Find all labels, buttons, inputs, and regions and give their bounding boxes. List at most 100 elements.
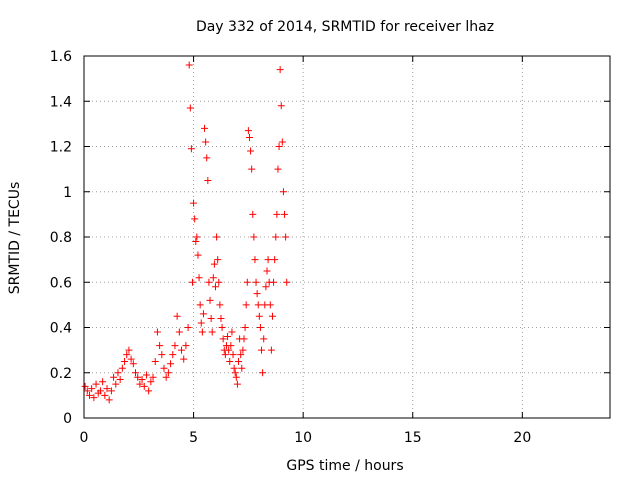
data-point <box>205 278 213 286</box>
x-tick-label: 0 <box>80 430 89 446</box>
data-point <box>193 233 201 241</box>
data-point <box>103 385 111 393</box>
data-point <box>219 335 227 343</box>
data-point <box>167 360 175 368</box>
data-point <box>212 283 219 291</box>
data-point <box>149 373 157 381</box>
data-point <box>276 66 284 74</box>
data-point <box>235 357 243 365</box>
x-axis-label: GPS time / hours <box>286 458 403 474</box>
data-point <box>101 391 109 399</box>
data-point <box>197 319 205 327</box>
data-point <box>121 357 129 365</box>
data-point <box>260 335 268 343</box>
data-point <box>275 143 283 150</box>
y-tick-label: 1 <box>63 185 72 201</box>
data-point <box>249 210 257 218</box>
data-point <box>218 324 226 331</box>
data-point <box>244 127 252 135</box>
data-point <box>258 346 266 354</box>
data-point <box>238 364 246 372</box>
data-point <box>209 274 217 282</box>
data-point <box>231 369 239 377</box>
data-point <box>186 104 194 112</box>
data-point <box>206 296 214 304</box>
data-point <box>190 199 198 207</box>
data-point <box>274 165 282 173</box>
x-tick-label: 20 <box>513 430 531 446</box>
data-point <box>105 396 113 404</box>
y-tick-label: 1.6 <box>50 49 72 65</box>
data-point <box>263 267 271 275</box>
data-point <box>140 382 148 390</box>
data-point <box>224 333 232 341</box>
x-tick-label: 10 <box>294 430 312 446</box>
data-point <box>259 369 267 377</box>
data-point <box>145 387 153 395</box>
data-point <box>171 342 179 350</box>
data-point <box>251 256 259 264</box>
data-point <box>241 324 249 331</box>
data-point <box>188 278 196 286</box>
data-point <box>90 394 98 402</box>
data-point <box>267 346 275 354</box>
data-point <box>185 61 193 69</box>
data-point <box>191 215 199 223</box>
data-point <box>221 351 229 359</box>
data-point <box>207 314 215 322</box>
y-axis-label: SRMTID / TECUs <box>7 182 23 295</box>
data-point <box>85 391 93 399</box>
data-point <box>272 233 280 241</box>
data-point <box>160 364 168 372</box>
data-point <box>147 378 155 386</box>
data-point <box>153 328 161 336</box>
data-point <box>242 301 250 309</box>
data-point <box>226 357 234 365</box>
data-point <box>239 346 247 354</box>
data-point <box>250 233 258 241</box>
data-point <box>210 260 218 268</box>
data-point <box>201 124 209 132</box>
data-point <box>216 301 224 309</box>
data-point <box>134 373 142 381</box>
data-point <box>225 346 233 354</box>
data-points <box>81 61 291 404</box>
data-point <box>169 351 177 359</box>
data-point <box>96 387 104 395</box>
y-tick-label: 0.2 <box>50 366 72 382</box>
data-point <box>248 165 256 173</box>
data-point <box>282 233 290 241</box>
y-tick-label: 0.6 <box>50 275 72 291</box>
data-point <box>158 351 166 359</box>
data-point <box>273 210 281 218</box>
data-point <box>240 335 248 343</box>
data-point <box>256 324 264 331</box>
data-point <box>283 278 291 286</box>
data-point <box>245 133 253 141</box>
data-point <box>281 210 289 218</box>
data-point <box>203 154 211 162</box>
y-tick-label: 0 <box>63 411 72 427</box>
data-point <box>199 310 207 318</box>
data-point <box>136 380 144 388</box>
data-point <box>125 346 133 354</box>
data-point <box>156 342 164 350</box>
data-point <box>175 328 183 336</box>
data-point <box>118 364 126 372</box>
data-point <box>99 378 107 386</box>
data-point <box>278 138 286 146</box>
data-point <box>279 188 287 196</box>
data-point <box>187 145 195 153</box>
data-point <box>262 283 270 291</box>
data-point <box>194 251 202 259</box>
data-point <box>229 351 237 359</box>
data-point <box>92 380 100 388</box>
data-point <box>196 301 204 309</box>
data-point <box>198 328 206 336</box>
data-point <box>116 376 124 384</box>
data-point <box>247 147 255 155</box>
data-point <box>213 233 221 241</box>
data-point <box>230 364 238 372</box>
data-point <box>88 385 96 393</box>
y-tick-label: 1.2 <box>50 140 72 156</box>
